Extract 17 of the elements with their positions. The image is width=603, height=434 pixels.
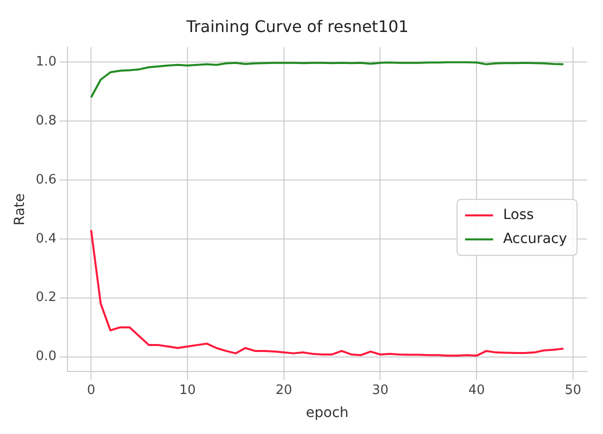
legend-label: Accuracy <box>503 231 568 248</box>
x-tick-label: 40 <box>468 382 485 398</box>
x-tick-label: 20 <box>276 382 292 398</box>
chart-title: Training Curve of resnet101 <box>185 16 409 36</box>
y-tick-label: 0.6 <box>36 172 56 188</box>
legend-label: Loss <box>503 207 534 224</box>
y-tick-label: 0.8 <box>36 113 56 128</box>
y-tick-label: 0.4 <box>36 231 56 246</box>
y-axis-title: Rate <box>12 193 28 226</box>
x-tick-label: 10 <box>179 382 196 398</box>
y-tick-label: 0.0 <box>36 349 56 364</box>
y-tick-label: 0.2 <box>36 290 56 306</box>
x-tick-label: 50 <box>564 382 582 398</box>
y-tick-label: 1.0 <box>36 54 56 70</box>
x-tick-label: 30 <box>372 382 389 398</box>
x-tick-label: 0 <box>86 382 96 398</box>
x-axis-title: epoch <box>306 405 349 422</box>
